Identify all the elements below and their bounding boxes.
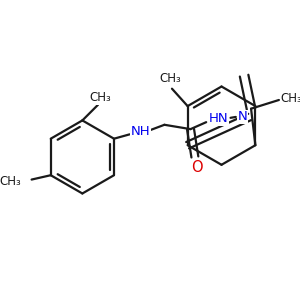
Text: HN: HN <box>208 112 228 125</box>
Text: CH₃: CH₃ <box>159 72 181 85</box>
Text: CH₃: CH₃ <box>0 175 21 188</box>
Text: CH₃: CH₃ <box>280 92 300 105</box>
Text: CH₃: CH₃ <box>89 91 111 104</box>
Text: O: O <box>191 160 203 175</box>
Text: N: N <box>238 110 247 124</box>
Text: NH: NH <box>130 125 150 138</box>
